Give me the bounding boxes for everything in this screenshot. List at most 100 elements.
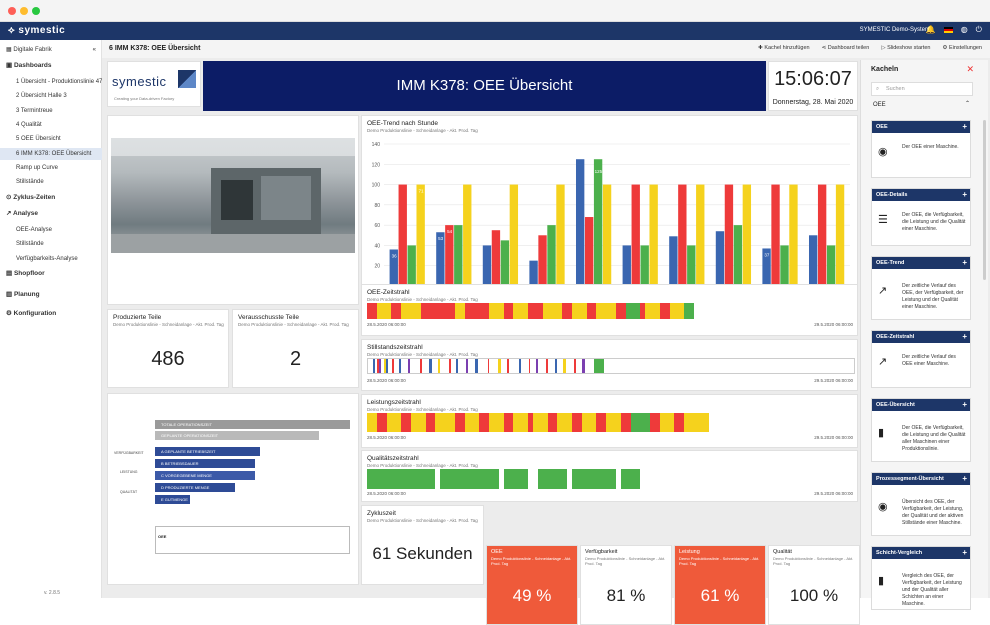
add-tile-button[interactable]: ✚ Kachel hinzufügen (758, 45, 810, 51)
share-dashboard-button[interactable]: ⋖ Dashboard teilen (821, 45, 870, 51)
close-icon[interactable]: ✕ (966, 64, 974, 74)
sidebar-section-zyklus[interactable]: ⊙ Zyklus-Zeiten (6, 194, 56, 201)
scrap-parts-card: Verausschusste Teile Demo Produktionslin… (232, 309, 359, 388)
chevron-up-icon[interactable]: ⌃ (965, 101, 971, 107)
sidebar-item-dashboard[interactable]: 5 OEE Übersicht (16, 136, 61, 143)
tile-card[interactable]: Prozessegment-Übersicht + ◉ Übersicht des O… (871, 472, 971, 536)
sidebar-item-dashboard[interactable]: 6 IMM K378: OEE Übersicht (0, 147, 102, 160)
kpi-title: OEE (491, 549, 503, 555)
timeline-segment (386, 359, 388, 373)
power-icon[interactable]: ⏻ (975, 25, 982, 34)
timeline-segment (528, 359, 531, 373)
sidebar-item-dashboard[interactable]: 4 Qualität (16, 121, 42, 128)
y-tick-label: 140 (372, 142, 381, 148)
timeline-segment (410, 359, 421, 373)
sidebar-item-analyse[interactable]: Stillstände (16, 241, 44, 248)
sidebar-section-dashboards[interactable]: ▣ Dashboards (6, 62, 52, 69)
sidebar-item-analyse[interactable]: Verfügbarkeits-Analyse (16, 255, 78, 262)
brand-logo[interactable]: ⟡ symestic (8, 25, 65, 36)
tile-card[interactable]: OEE-Trend + ↗ Der zeitliche Verlauf des OEE… (871, 256, 971, 320)
tile-card[interactable]: Schicht-Vergleich + ▮ Vergleich des OEE, de… (871, 546, 971, 610)
tile-card-header: OEE + (872, 121, 970, 133)
timeline-segment (545, 359, 549, 373)
minimize-dot[interactable] (20, 7, 28, 15)
sidebar-section-konfiguration[interactable]: ⚙ Konfiguration (6, 310, 57, 317)
downtime-timeline[interactable] (367, 358, 855, 374)
panel-scrollbar[interactable] (983, 120, 986, 280)
list-icon: ☰ (878, 213, 888, 226)
sidebar-item-dashboard[interactable]: 3 Termintreue (16, 107, 53, 114)
performance-timeline[interactable] (367, 413, 855, 432)
bar-oee (762, 248, 771, 286)
tile-card[interactable]: OEE-Details + ☰ Der OEE, die Verfügbarkeit,… (871, 188, 971, 246)
add-tile-icon[interactable]: + (962, 258, 967, 267)
sidebar-item-analyse[interactable]: OEE-Analyse (16, 227, 53, 233)
add-tile-icon[interactable]: + (962, 548, 967, 557)
add-tile-icon[interactable]: + (962, 474, 967, 483)
maximize-dot[interactable] (32, 7, 40, 15)
sidebar-section-analyse[interactable]: ↗ Analyse (6, 210, 38, 217)
add-tile-icon[interactable]: + (962, 332, 967, 341)
bar-verfügbarkeit (445, 225, 454, 286)
produced-parts-value: 486 (151, 348, 185, 370)
sidebar-item-dashboard[interactable]: 2 Übersicht Halle 3 (16, 93, 67, 100)
tile-card[interactable]: OEE-Übersicht + ▮ Der OEE, die Verfügbarkei… (871, 398, 971, 462)
quality-timeline[interactable] (367, 469, 855, 489)
tiles-panel: Kacheln ✕ ⌕ Suchen OEE ⌃ OEE + ◉ Der OEE ein… (860, 60, 988, 610)
bell-icon[interactable]: 🔔 (925, 25, 936, 34)
sidebar-item-dashboard[interactable]: Ramp up Curve (16, 164, 59, 171)
sidebar-top[interactable]: ▦ Digitale Fabrik « (0, 44, 102, 56)
timeline-segment (368, 359, 373, 373)
panel-title: Kacheln (871, 66, 899, 73)
oee-timeline[interactable] (367, 303, 855, 319)
bar-chart-icon: ▮ (878, 426, 885, 439)
timeline-segment (458, 359, 466, 373)
kpi-subtitle: Demo Produktionslinie - Schneidanlage - … (773, 556, 854, 566)
settings-button[interactable]: ⚙ Einstellungen (942, 45, 983, 51)
sidebar-section-planung[interactable]: ▥ Planung (6, 291, 40, 298)
bar-leistung (454, 225, 463, 286)
timeline-segment (367, 303, 377, 319)
pyramid-row: A GEPLANTE BETRIEBSZEIT (155, 447, 260, 456)
bar-verfügbarkeit (538, 235, 547, 286)
tile-card[interactable]: OEE + ◉ Der OEE einer Maschine. (871, 120, 971, 178)
timeline-segment (475, 359, 478, 373)
timeline-segment (372, 359, 375, 373)
oee-trend-subtitle: Demo Produktionslinie - Schneidanlage - … (367, 128, 478, 133)
cycle-time-title: Zykluszeit (367, 510, 396, 517)
add-tile-icon[interactable]: + (962, 122, 967, 131)
tile-card-body: ☰ Der OEE, die Verfügbarkeit, die Leistun… (872, 201, 970, 246)
timeline-segment (640, 469, 855, 489)
timeline-title: Qualitätszeitstrahl (367, 455, 419, 462)
sidebar-item-dashboard[interactable]: Stillstände (16, 179, 44, 186)
group-oee[interactable]: OEE (873, 102, 886, 108)
tile-card-body: ◉ Der OEE einer Maschine. (872, 133, 970, 178)
timeline-segment (464, 303, 489, 319)
tile-card-title: Schicht-Vergleich (876, 550, 923, 556)
sidebar-section-shopfloor[interactable]: ▤ Shopfloor (6, 270, 45, 277)
kpi-card-3: Qualität Demo Produktionslinie - Schneida… (768, 545, 860, 625)
timeline-segment (538, 359, 546, 373)
add-tile-icon[interactable]: + (962, 400, 967, 409)
sidebar-item-dashboard[interactable]: 1 Übersicht - Produktionslinie 4711 (16, 79, 109, 85)
search-input[interactable]: ⌕ Suchen (871, 82, 973, 96)
timeline-segment (530, 359, 537, 373)
timeline-segment (606, 413, 621, 432)
timeline-segment (594, 359, 605, 373)
bar-chart-icon: ▮ (878, 574, 885, 587)
bar-leistung (687, 245, 696, 286)
clock-date: Donnerstag, 28. Mai 2020 (772, 99, 854, 106)
globe-icon[interactable]: ◍ (960, 25, 968, 34)
timeline-end: 29.5.2020 06:00:00 (814, 491, 853, 496)
search-icon: ⌕ (876, 86, 880, 92)
slideshow-button[interactable]: ▷ Slideshow starten (881, 45, 931, 51)
main: 6 IMM K378: OEE Übersicht ✚ Kachel hinzu… (102, 40, 990, 625)
tile-card[interactable]: OEE-Zeitstrahl + ↗ Der zeitliche Verlauf de… (871, 330, 971, 388)
collapse-icon[interactable]: « (92, 47, 96, 53)
add-tile-icon[interactable]: + (962, 190, 967, 199)
close-dot[interactable] (8, 7, 16, 15)
logo-card: symestic Creating your Data-driven Facto… (107, 61, 201, 107)
language-flag-icon[interactable] (943, 27, 953, 33)
bar-verfügbarkeit (631, 184, 640, 286)
timeline-segment (386, 413, 402, 432)
